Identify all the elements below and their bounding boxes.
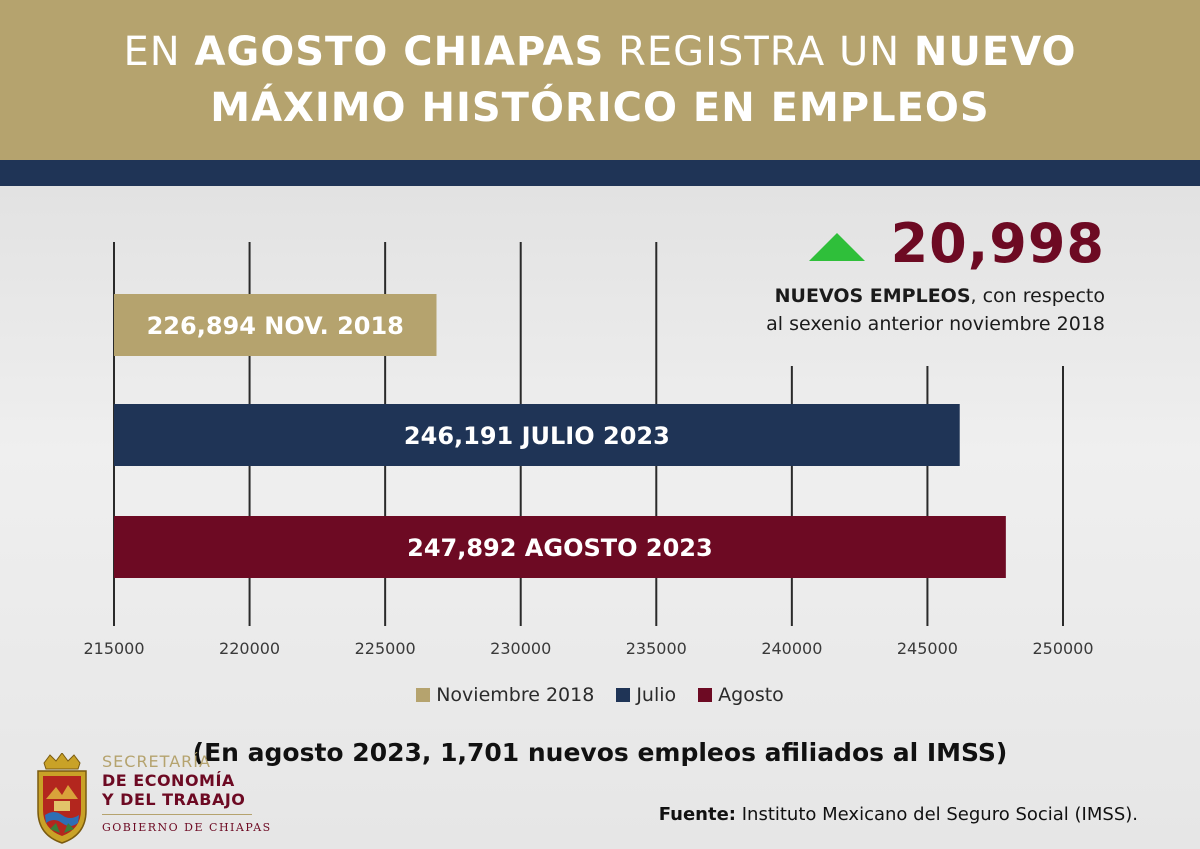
legend-item: Noviembre 2018 [416, 684, 594, 706]
navy-band [0, 160, 1200, 186]
legend-item: Agosto [698, 684, 784, 706]
bar-chart: 215000 220000 225000 230000 235000 240000 2450… [83, 242, 1094, 658]
legend-swatch [416, 688, 431, 702]
title-line-1: EN AGOSTO CHIAPAS REGISTRA UN NUEVO [124, 24, 1077, 80]
bar-julio [114, 404, 960, 466]
title-line-1-segment: EN [123, 29, 195, 75]
bar-agosto [114, 516, 1006, 578]
logo-line-1: SECRETARÍA [102, 752, 211, 771]
x-tick-label: 240000 [761, 639, 822, 658]
chart-legend: Noviembre 2018 Julio Agosto [0, 684, 1200, 706]
stat-desc-line-1: NUEVOS EMPLEOS, con respecto [766, 282, 1105, 310]
legend-label: Julio [636, 684, 677, 706]
logo-text: SECRETARÍA DE ECONOMÍA Y DEL TRABAJO GOB… [102, 752, 272, 837]
logo-line-4: GOBIERNO DE CHIAPAS [102, 821, 272, 834]
stat-desc-rest: , con respecto [970, 285, 1105, 307]
source-note: Fuente: Instituto Mexicano del Seguro So… [659, 804, 1138, 825]
stat-description: NUEVOS EMPLEOS, con respecto al sexenio … [766, 282, 1105, 338]
logo-line-2: DE ECONOMÍA [102, 771, 235, 790]
source-text: Instituto Mexicano del Seguro Social (IM… [736, 804, 1138, 825]
title-line-1-segment: AGOSTO CHIAPAS [194, 29, 605, 75]
x-tick-label: 230000 [490, 639, 551, 658]
logo-divider [102, 814, 252, 815]
chiapas-coat-of-arms-icon [37, 753, 87, 844]
stat-desc-bold: NUEVOS EMPLEOS [774, 285, 971, 307]
bar-data-label: 247,892 AGOSTO 2023 [407, 534, 713, 562]
header-banner: EN AGOSTO CHIAPAS REGISTRA UN NUEVO MÁXI… [0, 0, 1200, 160]
bar-data-label: 226,894 NOV. 2018 [147, 312, 404, 340]
legend-label: Agosto [718, 684, 784, 706]
bar-noviembre-2018 [114, 294, 437, 356]
x-tick-label: 245000 [897, 639, 958, 658]
footnote: (En agosto 2023, 1,701 nuevos empleos af… [192, 738, 1008, 767]
x-tick-label: 250000 [1032, 639, 1093, 658]
x-tick-label: 215000 [83, 639, 144, 658]
title-line-2-text: MÁXIMO HISTÓRICO EN EMPLEOS [210, 85, 990, 131]
stat-desc-line-2: al sexenio anterior noviembre 2018 [766, 313, 1105, 335]
legend-swatch [698, 688, 713, 702]
legend-item: Julio [616, 684, 676, 706]
x-tick-label: 225000 [355, 639, 416, 658]
stat-value: 20,998 [890, 212, 1105, 275]
title-line-1-segment: NUEVO [913, 29, 1077, 75]
stat-callout: 20,998 NUEVOS EMPLEOS, con respecto al s… [766, 212, 1105, 338]
logo-block: SECRETARÍA DE ECONOMÍA Y DEL TRABAJO GOB… [30, 752, 272, 845]
title-line-2: MÁXIMO HISTÓRICO EN EMPLEOS [210, 80, 989, 136]
x-tick-label: 220000 [219, 639, 280, 658]
title-line-1-segment: REGISTRA UN [604, 29, 914, 75]
bar-data-label: 246,191 JULIO 2023 [404, 422, 670, 450]
source-label: Fuente: [658, 804, 736, 825]
logo-line-3: Y DEL TRABAJO [102, 790, 246, 809]
up-triangle-icon [808, 233, 865, 261]
x-tick-label: 235000 [626, 639, 687, 658]
legend-swatch [616, 688, 631, 702]
legend-label: Noviembre 2018 [436, 684, 595, 706]
stat-row: 20,998 [766, 212, 1105, 276]
